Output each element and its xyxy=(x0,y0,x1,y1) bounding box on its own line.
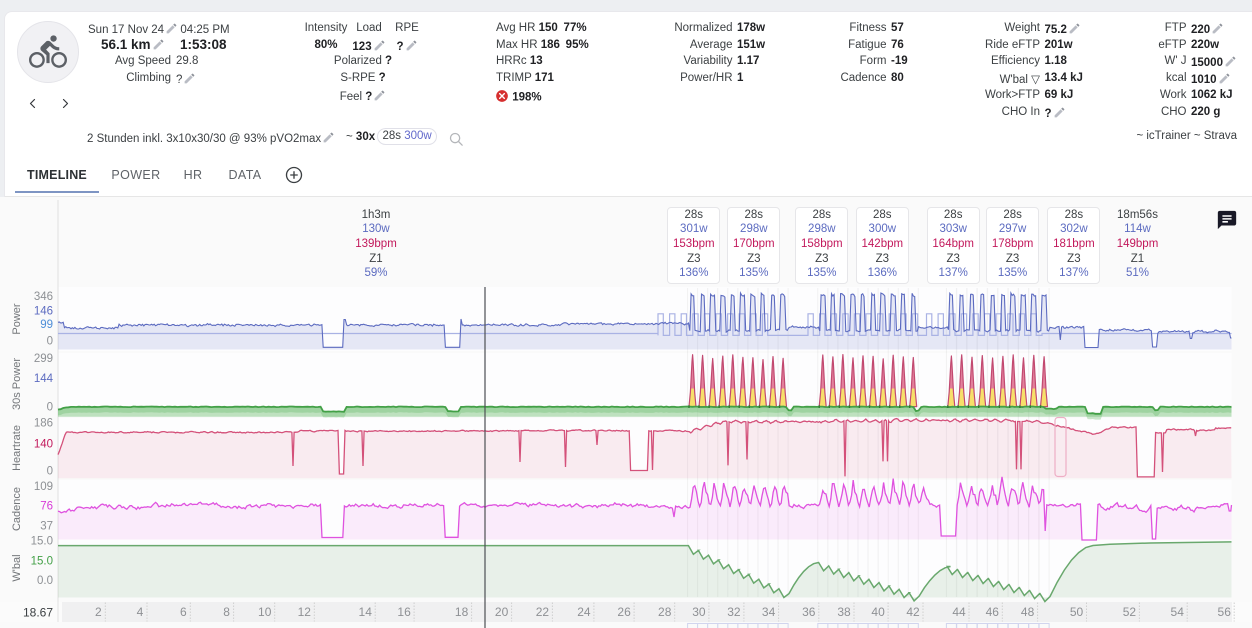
svg-text:Cadence: Cadence xyxy=(11,487,23,531)
svg-text:18.67: 18.67 xyxy=(23,606,53,620)
svg-text:22: 22 xyxy=(536,605,550,619)
svg-text:18: 18 xyxy=(455,605,469,619)
svg-text:54: 54 xyxy=(1171,605,1185,619)
svg-text:8: 8 xyxy=(223,605,230,619)
svg-text:40: 40 xyxy=(871,605,885,619)
svg-text:34: 34 xyxy=(762,605,776,619)
svg-text:0.0: 0.0 xyxy=(37,575,53,587)
svg-text:109: 109 xyxy=(34,481,53,493)
svg-text:Power: Power xyxy=(11,303,23,335)
svg-text:0: 0 xyxy=(47,401,53,413)
svg-text:299: 299 xyxy=(34,353,53,365)
svg-text:0: 0 xyxy=(47,466,53,478)
svg-text:20: 20 xyxy=(495,605,509,619)
svg-text:W'bal: W'bal xyxy=(11,554,23,581)
svg-text:4: 4 xyxy=(137,605,144,619)
svg-text:32: 32 xyxy=(727,605,741,619)
svg-text:Heartrate: Heartrate xyxy=(11,425,23,471)
svg-text:48: 48 xyxy=(1021,605,1035,619)
svg-text:50: 50 xyxy=(1070,605,1084,619)
svg-text:186: 186 xyxy=(34,418,53,430)
svg-text:28: 28 xyxy=(658,605,672,619)
svg-text:15.0: 15.0 xyxy=(31,536,53,548)
svg-text:56: 56 xyxy=(1218,605,1232,619)
svg-text:42: 42 xyxy=(906,605,920,619)
svg-text:346: 346 xyxy=(34,291,53,303)
svg-text:52: 52 xyxy=(1123,605,1137,619)
svg-text:46: 46 xyxy=(986,605,1000,619)
svg-text:10: 10 xyxy=(258,605,272,619)
svg-text:2: 2 xyxy=(95,605,102,619)
svg-text:14: 14 xyxy=(359,605,373,619)
svg-text:30s Power: 30s Power xyxy=(11,358,23,410)
svg-text:26: 26 xyxy=(617,605,631,619)
svg-text:44: 44 xyxy=(952,605,966,619)
svg-text:36: 36 xyxy=(802,605,816,619)
svg-text:99: 99 xyxy=(40,319,53,331)
svg-text:15.0: 15.0 xyxy=(31,555,53,567)
svg-text:76: 76 xyxy=(40,501,53,513)
svg-text:0: 0 xyxy=(47,336,53,348)
svg-text:30: 30 xyxy=(692,605,706,619)
svg-text:37: 37 xyxy=(40,520,53,532)
svg-text:146: 146 xyxy=(34,306,53,318)
svg-text:16: 16 xyxy=(397,605,411,619)
svg-text:140: 140 xyxy=(34,438,53,450)
svg-text:6: 6 xyxy=(180,605,187,619)
svg-text:144: 144 xyxy=(34,373,54,385)
svg-text:24: 24 xyxy=(577,605,591,619)
svg-text:38: 38 xyxy=(837,605,851,619)
svg-text:12: 12 xyxy=(298,605,312,619)
